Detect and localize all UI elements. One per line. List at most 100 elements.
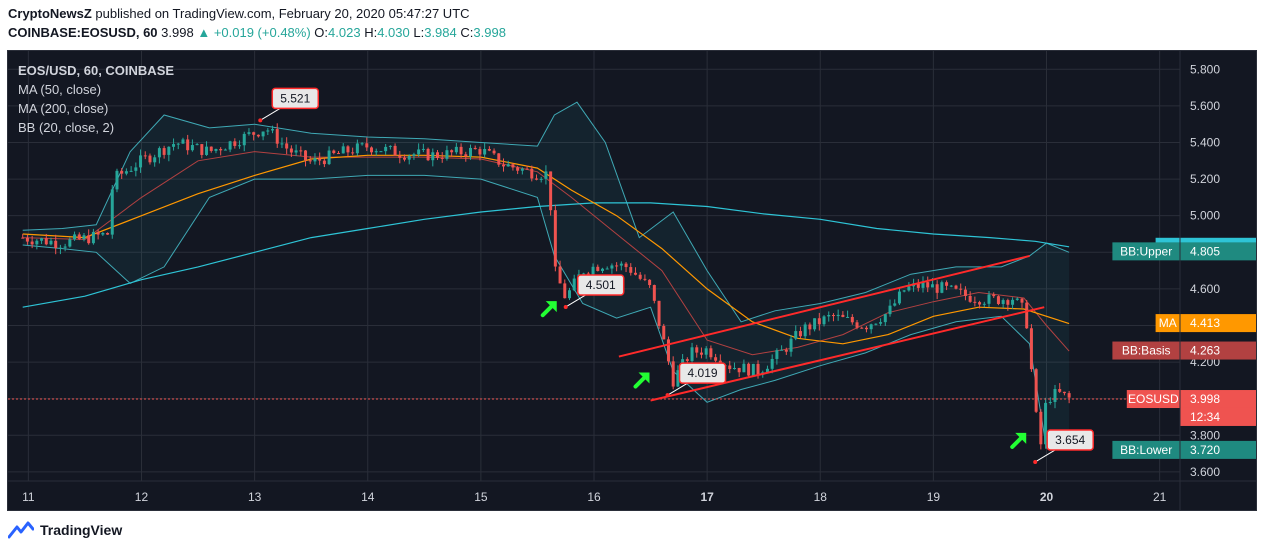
candle-body bbox=[96, 231, 100, 235]
legend-bb[interactable]: BB (20, close, 2) bbox=[18, 120, 115, 135]
time-axis-label: 16 bbox=[587, 490, 601, 504]
price-tag-value: 3.998 bbox=[1190, 392, 1220, 406]
candle-body bbox=[742, 363, 746, 373]
time-axis-label: 20 bbox=[1040, 490, 1054, 504]
candle-body bbox=[87, 235, 91, 244]
candle-body bbox=[294, 150, 298, 153]
candle-body bbox=[219, 149, 223, 151]
candle-body bbox=[511, 164, 515, 168]
candle-body bbox=[624, 263, 628, 268]
candle-body bbox=[846, 316, 850, 318]
price-tag-name: BB:Basis bbox=[1122, 344, 1171, 358]
candle-body bbox=[822, 316, 826, 325]
price-axis-label: 3.600 bbox=[1190, 465, 1220, 479]
candle-body bbox=[586, 273, 590, 275]
candle-body bbox=[954, 285, 958, 289]
candle-body bbox=[1062, 391, 1066, 394]
candle-body bbox=[841, 314, 845, 317]
candle-body bbox=[798, 331, 802, 337]
tradingview-brand[interactable]: TradingView bbox=[40, 522, 123, 538]
candle-body bbox=[487, 148, 491, 151]
candle-body bbox=[539, 178, 543, 180]
candle-body bbox=[714, 357, 718, 361]
publisher-name[interactable]: CryptoNewsZ bbox=[8, 6, 92, 21]
candle-body bbox=[322, 160, 326, 165]
candle-body bbox=[346, 146, 350, 153]
candle-body bbox=[148, 155, 152, 163]
ma50-line bbox=[22, 154, 1070, 345]
candle-body bbox=[450, 150, 454, 153]
high-label: H: bbox=[364, 25, 378, 40]
candle-body bbox=[685, 359, 689, 361]
candle-body bbox=[473, 147, 477, 150]
candle-body bbox=[699, 352, 703, 355]
price-tag-name-bg bbox=[1112, 440, 1180, 459]
callout-label: 4.501 bbox=[586, 278, 616, 292]
trendline bbox=[618, 254, 1030, 358]
candle-body bbox=[242, 133, 246, 146]
open-value: 4.023 bbox=[328, 25, 361, 40]
candle-body bbox=[982, 303, 986, 305]
candle-body bbox=[459, 146, 463, 155]
legend-title[interactable]: EOS/USD, 60, COINBASE bbox=[18, 63, 175, 78]
price-tag-name: BB:Lower bbox=[1120, 443, 1172, 457]
candle-body bbox=[469, 147, 473, 157]
green-arrow-head-icon bbox=[1015, 432, 1027, 444]
candle-body bbox=[266, 130, 270, 132]
candle-body bbox=[775, 350, 779, 359]
candle-body bbox=[610, 265, 614, 269]
candle-body bbox=[629, 267, 633, 273]
candle-body bbox=[1020, 298, 1024, 303]
candle-body bbox=[1011, 299, 1015, 305]
candle-body bbox=[139, 155, 143, 168]
bb-fill bbox=[22, 102, 1070, 450]
candle-body bbox=[534, 178, 538, 180]
candle-body bbox=[652, 285, 656, 301]
candle-body bbox=[591, 266, 595, 275]
candle-body bbox=[454, 146, 458, 153]
candle-body bbox=[77, 234, 81, 240]
candle-body bbox=[101, 232, 105, 235]
candle-body bbox=[186, 139, 190, 151]
candle-body bbox=[58, 247, 62, 249]
candle-body bbox=[666, 339, 670, 362]
candle-body bbox=[662, 325, 666, 340]
candle-body bbox=[360, 143, 364, 145]
footer: TradingView bbox=[8, 518, 122, 542]
candlestick-chart[interactable]: 5.5214.5014.0193.6543.6003.8004.0004.200… bbox=[8, 51, 1257, 511]
candle-body bbox=[1058, 389, 1062, 392]
candle-body bbox=[1034, 369, 1038, 412]
candle-body bbox=[233, 141, 237, 146]
candle-body bbox=[25, 237, 29, 242]
candle-body bbox=[332, 150, 336, 154]
legend-ma200[interactable]: MA (200, close) bbox=[18, 101, 109, 116]
candle-body bbox=[238, 145, 242, 147]
candle-body bbox=[968, 295, 972, 302]
candle-body bbox=[205, 146, 209, 155]
candle-body bbox=[261, 131, 265, 137]
bb-basis-line bbox=[22, 151, 1070, 356]
bb-upper-line bbox=[22, 101, 1070, 323]
candle-body bbox=[732, 367, 736, 370]
candle-body bbox=[704, 348, 708, 355]
candle-body bbox=[1053, 389, 1057, 402]
candle-body bbox=[327, 150, 331, 165]
trendline bbox=[650, 306, 1045, 402]
time-axis-label: 14 bbox=[361, 490, 375, 504]
legend-ma50[interactable]: MA (50, close) bbox=[18, 82, 102, 97]
candle-body bbox=[63, 246, 67, 248]
symbol-label: COINBASE:EOSUSD, 60 bbox=[8, 25, 158, 40]
callout-label: 3.654 bbox=[1055, 433, 1085, 447]
price-axis-label: 5.800 bbox=[1190, 62, 1220, 76]
candle-body bbox=[648, 279, 652, 286]
callout-box bbox=[576, 274, 625, 296]
chart-panel[interactable]: 5.5214.5014.0193.6543.6003.8004.0004.200… bbox=[7, 50, 1257, 511]
callout-label: 5.521 bbox=[280, 91, 310, 105]
candle-body bbox=[949, 285, 953, 287]
candle-body bbox=[1044, 402, 1048, 445]
candle-body bbox=[54, 240, 58, 248]
candle-body bbox=[827, 314, 831, 317]
tradingview-logo-icon[interactable] bbox=[8, 521, 34, 539]
candle-body bbox=[1048, 401, 1052, 403]
price-axis-label: 5.000 bbox=[1190, 209, 1220, 223]
